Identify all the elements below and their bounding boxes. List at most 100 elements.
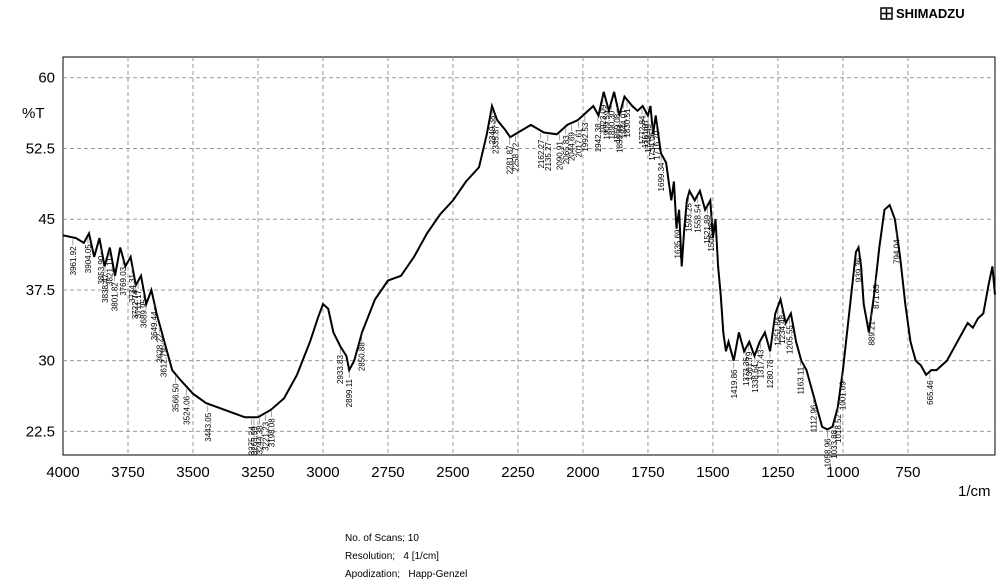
x-tick-label: 750 [895,464,920,481]
peak-label: 2065.83 [562,135,571,164]
peak-label: 1205.55 [785,325,794,354]
y-tick-label: 45 [38,211,55,228]
peak-label: 1338.64 [751,363,760,392]
peak-label: 3689.95 [140,298,149,327]
x-tick-label: 3000 [306,464,339,481]
peak-label: 3821.11 [106,257,115,286]
peak-label: 3244.38 [255,425,264,454]
peak-label: 2850.88 [358,342,367,371]
peak-label: 3612.79 [160,348,169,377]
x-tick-label: 1000 [826,464,859,481]
peak-label: 1909.59 [602,110,611,139]
peak-label: 1112.96 [810,404,819,432]
peak-label: 3961.92 [69,246,78,275]
peak-label: 1859.44 [615,123,624,152]
spectrum-line [62,91,996,431]
peak-label: 2135.27 [544,141,553,170]
peak-label: 1830.51 [623,108,632,137]
note: Resolution; 4 [1/cm] [345,551,439,562]
peak-label: 3711.17 [134,290,143,319]
y-tick-label: 60 [38,70,55,87]
peak-label: 1521.89 [703,214,712,243]
peak-label: 1033.88 [830,429,839,458]
peak-label: 1699.34 [657,162,666,191]
peak-label: 1361.79 [745,351,754,380]
peak-label: 1001.09 [839,381,848,410]
peak-label: 2162.27 [537,139,546,168]
peak-label: 1992.53 [581,122,590,151]
peak-label: 1923.09 [599,104,608,133]
peak-label: 2335.87 [492,124,501,153]
peak-label: 3853.90 [97,255,106,284]
peak-label: 939.36 [855,257,864,282]
peak-label: 794.04 [892,239,901,264]
peak-label: 3801.82 [111,282,120,311]
brand-icon [880,7,893,20]
peak-label: 3722.74 [131,290,140,319]
brand: SHIMADZU [896,6,965,21]
peak-label: 1506.46 [707,222,716,251]
peak-label: 3734.31 [128,273,137,302]
peak-label: 3769.03 [119,266,128,295]
y-tick-label: 52.5 [26,140,55,157]
peak-label: 3443.05 [204,412,213,441]
peak-label: 665.46 [926,380,935,405]
peak-label: 2899.11 [345,378,354,407]
peak-label: 3524.06 [183,395,192,424]
plot-frame [62,56,996,456]
peak-label: 1749.49 [644,123,653,152]
peak-label: 2349.38 [488,115,497,144]
peak-label: 3628.22 [156,333,165,362]
peak-label: 1844.01 [619,109,628,138]
peak-label: 1635.69 [674,229,683,258]
peak-label: 2044.69 [567,132,576,161]
x-tick-label: 1500 [696,464,729,481]
peak-label: 3198.08 [267,418,276,447]
x-tick-label: 2500 [436,464,469,481]
x-tick-label: 3250 [241,464,274,481]
peak-label: 3275.24 [247,426,256,455]
peak-label: 2933.83 [336,355,345,384]
x-tick-label: 2000 [566,464,599,481]
peak-label: 1280.78 [766,359,775,388]
peak-label: 3265.59 [250,426,259,455]
peak-label: 1942.38 [594,123,603,152]
x-tick-label: 4000 [46,464,79,481]
peak-label: 3838.47 [101,273,110,302]
peak-label: 3649.44 [150,311,159,340]
peak-label: 3221.23 [261,421,270,450]
peak-label: 1317.43 [756,349,765,378]
peak-label: 2281.87 [506,145,515,174]
x-tick-label: 3500 [176,464,209,481]
peak-label: 1251.84 [773,316,782,345]
peak-label: 1761.07 [641,119,650,148]
y-axis-label: %T [22,105,45,122]
peak-label: 889.21 [868,320,877,345]
peak-label: 3904.05 [84,244,93,273]
peak-label: 1058.96 [824,438,833,467]
peak-label: 2017.61 [574,128,583,157]
peak-label: 1869.08 [613,113,622,142]
peak-label: 1734.06 [648,131,657,160]
peak-label: 1018.52 [834,414,843,443]
peak-label: 1234.48 [778,314,787,343]
y-tick-label: 37.5 [26,282,55,299]
note: No. of Scans; 10 [345,533,419,544]
peak-label: 1419.86 [730,369,739,398]
peak-label: 871.85 [872,284,881,309]
peak-label: 1558.54 [694,203,703,232]
peak-label: 1373.36 [742,357,751,386]
note: Apodization; Happ-Genzel [345,569,467,579]
x-axis-label: 1/cm [958,483,991,500]
y-tick-label: 30 [38,353,55,370]
y-tick-label: 22.5 [26,423,55,440]
peak-label: 1163.11 [797,366,806,394]
x-tick-label: 2250 [501,464,534,481]
x-tick-label: 3750 [111,464,144,481]
peak-label: 2090.91 [555,141,564,170]
x-tick-label: 1250 [761,464,794,481]
peak-label: 1890.30 [607,110,616,139]
peak-label: 1593.25 [685,202,694,231]
peak-label: 3566.50 [172,383,181,412]
